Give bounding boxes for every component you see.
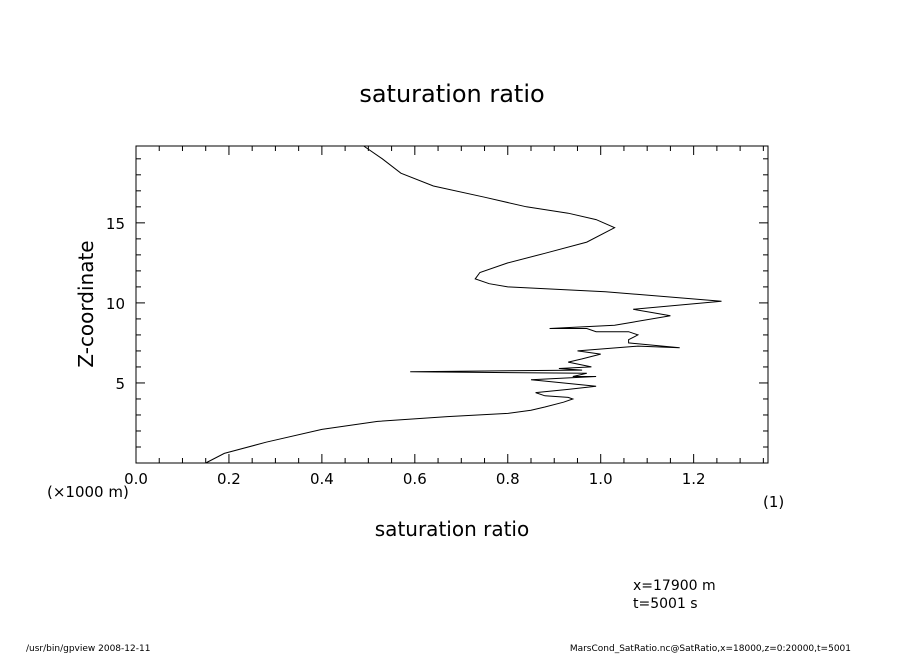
x-tick-label: 0.6 [403,470,427,488]
x-tick-labels: 0.0 0.2 0.4 0.6 0.8 1.0 1.2 [124,470,706,488]
y-tick-label: 5 [115,375,125,393]
x-tick-label: 0.4 [310,470,334,488]
y-tick-labels: 5 10 15 [106,215,125,393]
plot-border [135,145,769,464]
x-tick-label: 0.2 [217,470,241,488]
x-unit-label: (1) [763,493,784,511]
footer-left: /usr/bin/gpview 2008-12-11 [26,644,150,654]
x-axis-title: saturation ratio [375,517,529,541]
y-tick-label: 15 [106,215,125,233]
annotation-x: x=17900 m [633,578,716,594]
y-tick-label: 10 [106,295,125,313]
plot-area [135,145,769,464]
y-axis-title: Z-coordinate [74,240,98,367]
chart-title: saturation ratio [359,80,544,108]
x-tick-label: 0.0 [124,470,148,488]
footer-right: MarsCond_SatRatio.nc@SatRatio,x=18000,z=… [570,644,851,654]
series-line [205,145,722,464]
x-tick-label: 0.8 [496,470,520,488]
y-unit-label: (×1000 m) [47,483,129,501]
x-tick-label: 1.0 [589,470,613,488]
x-axis [135,146,764,463]
y-axis [136,158,768,448]
annotation-t: t=5001 s [633,596,698,612]
x-tick-label: 1.2 [682,470,706,488]
